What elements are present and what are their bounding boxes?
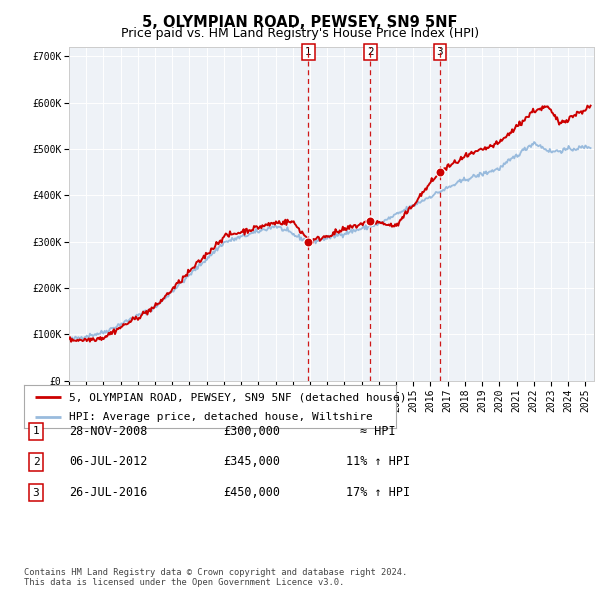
Text: 5, OLYMPIAN ROAD, PEWSEY, SN9 5NF (detached house): 5, OLYMPIAN ROAD, PEWSEY, SN9 5NF (detac… xyxy=(68,392,406,402)
Text: 2: 2 xyxy=(367,47,374,57)
Text: 28-NOV-2008: 28-NOV-2008 xyxy=(69,425,147,438)
Text: 1: 1 xyxy=(305,47,312,57)
Text: 1: 1 xyxy=(32,427,40,436)
Text: Contains HM Land Registry data © Crown copyright and database right 2024.
This d: Contains HM Land Registry data © Crown c… xyxy=(24,568,407,587)
Text: 26-JUL-2016: 26-JUL-2016 xyxy=(69,486,147,499)
Text: 11% ↑ HPI: 11% ↑ HPI xyxy=(346,455,410,468)
Text: ≈ HPI: ≈ HPI xyxy=(360,425,396,438)
Text: 3: 3 xyxy=(32,488,40,497)
Text: £300,000: £300,000 xyxy=(223,425,281,438)
Text: 2: 2 xyxy=(32,457,40,467)
Text: 17% ↑ HPI: 17% ↑ HPI xyxy=(346,486,410,499)
Text: Price paid vs. HM Land Registry's House Price Index (HPI): Price paid vs. HM Land Registry's House … xyxy=(121,27,479,40)
Text: HPI: Average price, detached house, Wiltshire: HPI: Average price, detached house, Wilt… xyxy=(68,412,373,422)
Text: 06-JUL-2012: 06-JUL-2012 xyxy=(69,455,147,468)
Text: 3: 3 xyxy=(437,47,443,57)
Text: 5, OLYMPIAN ROAD, PEWSEY, SN9 5NF: 5, OLYMPIAN ROAD, PEWSEY, SN9 5NF xyxy=(142,15,458,30)
Text: £450,000: £450,000 xyxy=(223,486,281,499)
Text: £345,000: £345,000 xyxy=(223,455,281,468)
